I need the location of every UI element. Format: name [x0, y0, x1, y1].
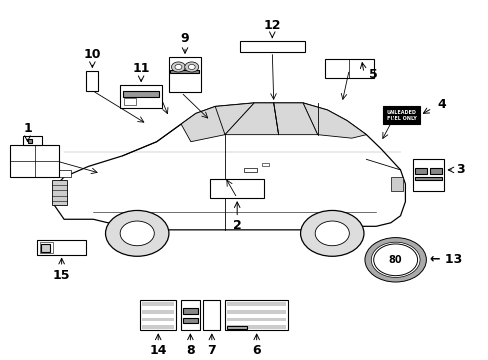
Circle shape	[188, 64, 195, 69]
Circle shape	[373, 244, 417, 276]
Text: 11: 11	[132, 62, 149, 75]
Bar	[414, 168, 427, 174]
Bar	[183, 318, 197, 323]
Circle shape	[300, 211, 363, 256]
Circle shape	[370, 242, 419, 278]
Bar	[261, 163, 268, 166]
Bar	[226, 310, 286, 314]
Bar	[226, 302, 286, 306]
Bar	[414, 177, 441, 180]
Bar	[203, 300, 220, 330]
Text: 80: 80	[388, 255, 402, 265]
Polygon shape	[273, 103, 317, 135]
Bar	[52, 180, 66, 205]
Text: ← 13: ← 13	[429, 253, 461, 266]
Text: 12: 12	[263, 19, 281, 32]
Bar	[227, 325, 246, 329]
Text: 7: 7	[207, 345, 216, 357]
Bar	[412, 159, 444, 191]
Bar	[383, 107, 419, 124]
Text: 10: 10	[83, 48, 101, 60]
Bar	[142, 310, 174, 314]
Circle shape	[175, 64, 182, 69]
Bar	[86, 71, 98, 91]
Bar	[168, 57, 200, 93]
Bar	[325, 59, 373, 78]
Polygon shape	[224, 103, 278, 135]
Text: 4: 4	[436, 98, 445, 111]
Bar	[122, 91, 159, 97]
Text: 3: 3	[456, 163, 464, 176]
Bar	[41, 244, 50, 252]
Bar	[239, 41, 305, 52]
Bar	[124, 98, 136, 105]
Circle shape	[105, 211, 168, 256]
Bar	[142, 325, 174, 329]
Bar	[170, 70, 199, 73]
Bar	[142, 318, 174, 321]
Bar	[140, 300, 176, 330]
Bar	[210, 179, 264, 198]
Text: 6: 6	[252, 345, 261, 357]
Bar	[429, 168, 441, 174]
Bar	[37, 240, 86, 255]
Bar	[40, 242, 53, 253]
Bar	[226, 325, 286, 329]
Bar	[181, 300, 199, 330]
Bar	[10, 145, 59, 177]
Text: 2: 2	[232, 219, 241, 232]
Bar	[27, 139, 32, 144]
Circle shape	[120, 221, 154, 246]
Circle shape	[184, 62, 198, 72]
Text: UNLEADED
FUEL ONLY: UNLEADED FUEL ONLY	[386, 110, 416, 121]
Text: 14: 14	[149, 345, 166, 357]
Text: 1: 1	[23, 122, 32, 135]
Bar	[120, 85, 161, 108]
Bar	[183, 308, 197, 314]
Text: 5: 5	[368, 68, 377, 81]
Bar	[244, 168, 256, 172]
Text: 9: 9	[181, 32, 189, 45]
Bar	[22, 136, 42, 145]
Bar	[224, 300, 288, 330]
Bar	[52, 170, 71, 177]
Bar	[226, 318, 286, 321]
Polygon shape	[303, 103, 366, 138]
Polygon shape	[54, 103, 405, 230]
Bar	[142, 302, 174, 306]
Circle shape	[171, 62, 185, 72]
Circle shape	[315, 221, 348, 246]
Bar	[390, 177, 402, 191]
Text: 15: 15	[53, 269, 70, 282]
Circle shape	[364, 238, 426, 282]
Text: 8: 8	[185, 345, 194, 357]
Polygon shape	[181, 103, 254, 142]
